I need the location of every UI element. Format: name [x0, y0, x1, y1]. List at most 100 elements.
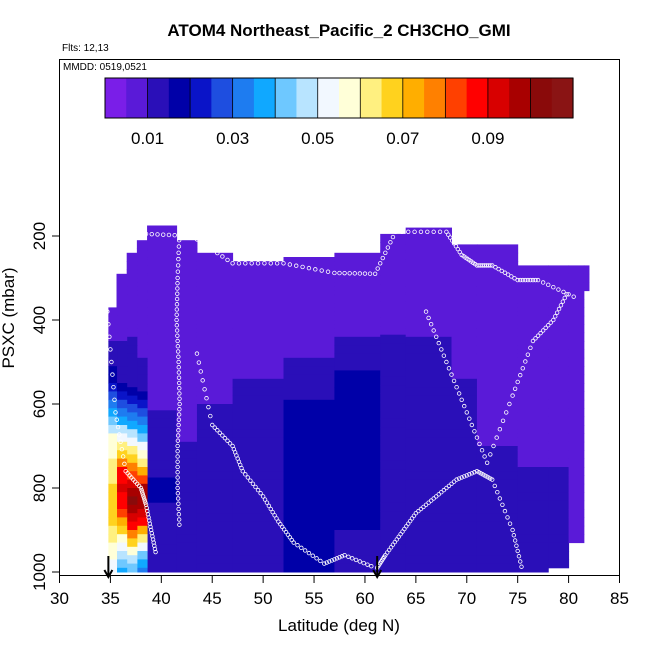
y-tick-label: 800 — [30, 474, 49, 502]
heatmap-cell — [334, 504, 381, 514]
heatmap-cell — [176, 475, 198, 485]
heatmap-cell — [136, 416, 148, 426]
flight-track-point — [390, 234, 396, 240]
heatmap-cell — [517, 349, 549, 359]
flight-track-point — [119, 446, 125, 452]
heatmap-cell — [116, 324, 128, 334]
heatmap-cell — [147, 485, 178, 495]
heatmap-cell — [108, 517, 118, 527]
heatmap-cell — [283, 257, 335, 266]
heatmap-cell — [334, 387, 381, 397]
heatmap-cell — [116, 374, 128, 384]
flight-track-point — [245, 475, 251, 480]
flight-track-point — [174, 317, 179, 323]
colorbar-swatch — [232, 78, 255, 118]
heatmap-cell — [147, 519, 178, 529]
flight-track-point — [314, 556, 319, 561]
heatmap-cell — [196, 538, 234, 548]
flight-track-point — [175, 269, 181, 274]
flight-track-point — [551, 317, 556, 323]
heatmap-cell — [116, 408, 128, 418]
flight-track-point — [176, 517, 182, 522]
heatmap-cell — [147, 317, 178, 327]
heatmap-cell — [116, 517, 128, 527]
heatmap-cell — [283, 315, 335, 325]
heatmap-cell — [451, 420, 478, 430]
heatmap-cell — [108, 383, 118, 392]
flight-track-point — [200, 378, 205, 383]
flight-track-point — [291, 540, 296, 545]
heatmap-cell — [334, 320, 381, 329]
heatmap-cell — [568, 458, 585, 468]
heatmap-cell — [476, 286, 519, 296]
flight-track-point — [175, 275, 180, 281]
flight-track-point — [518, 277, 523, 283]
flight-track-point — [472, 470, 477, 475]
flight-track-point — [456, 391, 462, 396]
heatmap-cell — [380, 359, 407, 369]
heatmap-cell — [548, 458, 570, 468]
flight-track-point — [464, 410, 469, 415]
heatmap-cell — [451, 563, 478, 573]
flight-track-point — [431, 496, 436, 501]
heatmap-cell — [176, 332, 198, 342]
heatmap-cell — [283, 475, 335, 485]
colorbar-swatch — [466, 78, 489, 118]
heatmap-cell — [405, 546, 452, 556]
flight-track-point — [189, 233, 195, 239]
heatmap-cell — [517, 567, 549, 573]
heatmap-cell — [232, 555, 284, 565]
flight-track-point — [380, 255, 385, 261]
heatmap-cell — [196, 488, 234, 497]
flight-track-point — [523, 359, 528, 364]
heatmap-cell — [136, 374, 148, 384]
flight-track-point — [425, 229, 430, 234]
heatmap-cell — [283, 391, 335, 401]
heatmap-cell — [568, 525, 585, 535]
heatmap-cell — [517, 517, 549, 527]
heatmap-cell — [380, 301, 407, 310]
flight-track-point — [225, 257, 230, 263]
heatmap-cell — [283, 500, 335, 510]
flight-track-point — [439, 347, 444, 352]
heatmap-cell — [232, 496, 284, 506]
flight-track-point — [418, 229, 424, 234]
flight-track-point — [176, 417, 182, 422]
heatmap-cell — [232, 387, 284, 397]
heatmap-cell — [116, 315, 128, 325]
heatmap-cell — [116, 273, 128, 283]
heatmap-cell — [380, 401, 407, 411]
heatmap-cell — [451, 311, 478, 321]
heatmap-cell — [405, 471, 452, 481]
flight-track-point — [528, 277, 533, 283]
heatmap-cell — [548, 509, 570, 518]
heatmap-cell — [405, 412, 452, 422]
flight-track-point — [177, 391, 182, 396]
flight-track-point — [495, 490, 500, 495]
flight-track-point — [423, 309, 429, 314]
heatmap-cell — [451, 471, 478, 481]
flight-track-point — [492, 483, 497, 489]
flight-track-point — [564, 292, 569, 297]
heatmap-cell — [126, 538, 138, 548]
heatmap-cell — [568, 357, 585, 367]
flight-track-point — [334, 556, 340, 561]
heatmap-cell — [147, 561, 178, 571]
heatmap-cell — [196, 412, 234, 422]
heatmap-cell — [476, 530, 519, 539]
heatmap-cell — [476, 269, 519, 279]
flight-track-point — [493, 265, 498, 270]
colorbar-swatch — [530, 78, 553, 118]
flight-track-point — [319, 268, 324, 273]
colorbar-tick-label: 0.01 — [131, 129, 164, 148]
heatmap-cell — [136, 324, 148, 334]
flight-track-point — [546, 282, 551, 288]
heatmap-cell — [116, 441, 128, 451]
heatmap-cell — [568, 517, 585, 527]
heatmap-cell — [405, 429, 452, 439]
heatmap-cell — [476, 362, 519, 371]
heatmap-cell — [517, 408, 549, 418]
heatmap-cell — [451, 362, 478, 371]
heatmap-cell — [380, 242, 407, 252]
heatmap-cell — [147, 452, 178, 462]
